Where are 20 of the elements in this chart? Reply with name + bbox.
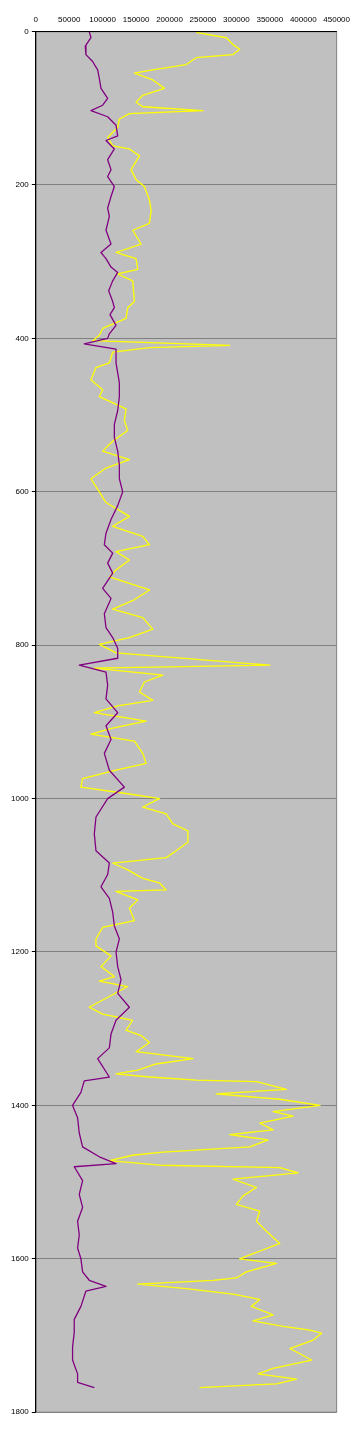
- x-tick-label: 100000: [89, 15, 117, 24]
- y-tick-label: 1600: [11, 1254, 30, 1263]
- x-tick-label: 250000: [189, 15, 217, 24]
- y-tick-label: 0: [24, 26, 30, 36]
- x-tick-label: 300000: [223, 15, 251, 24]
- x-tick-label: 450000: [323, 15, 351, 24]
- x-tick-label: 150000: [122, 15, 150, 24]
- y-tick-label: 200: [15, 180, 30, 190]
- x-tick-label: 200000: [156, 15, 184, 24]
- x-tick-label: 350000: [256, 15, 284, 24]
- y-tick-label: 1200: [11, 947, 30, 957]
- x-tick-label: 400000: [289, 15, 318, 24]
- y-tick-label: 1000: [11, 793, 30, 803]
- y-tick-label: 1800: [11, 1407, 30, 1417]
- x-tick-label: 0: [33, 15, 39, 24]
- y-tick-label: 1400: [11, 1100, 30, 1110]
- x-tick-label: 50000: [58, 15, 81, 24]
- y-tick-label: 400: [15, 333, 30, 343]
- y-tick-label: 800: [15, 640, 30, 650]
- y-tick-label: 600: [15, 487, 30, 496]
